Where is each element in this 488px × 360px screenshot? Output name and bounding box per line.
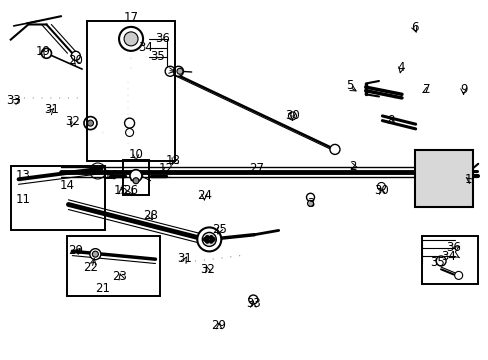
Text: 17: 17 xyxy=(123,11,138,24)
Text: 23: 23 xyxy=(112,270,127,283)
Circle shape xyxy=(205,239,209,243)
Text: 22: 22 xyxy=(83,261,98,274)
Circle shape xyxy=(211,237,215,242)
Circle shape xyxy=(248,295,257,304)
Text: 27: 27 xyxy=(249,162,264,175)
Circle shape xyxy=(119,27,143,51)
Text: 16: 16 xyxy=(104,169,119,182)
Text: 33: 33 xyxy=(6,94,21,107)
Text: 31: 31 xyxy=(177,252,192,265)
Text: 20: 20 xyxy=(68,54,83,67)
Text: 12: 12 xyxy=(159,162,173,175)
Text: 10: 10 xyxy=(128,148,143,161)
Text: 26: 26 xyxy=(123,184,138,197)
Text: 34: 34 xyxy=(441,250,455,263)
Bar xyxy=(414,150,472,207)
Circle shape xyxy=(209,235,213,239)
Text: 9: 9 xyxy=(459,83,467,96)
Circle shape xyxy=(202,233,216,246)
Circle shape xyxy=(124,32,138,46)
Bar xyxy=(421,236,477,284)
Circle shape xyxy=(173,66,183,76)
Circle shape xyxy=(130,170,142,182)
Circle shape xyxy=(205,235,209,239)
Circle shape xyxy=(329,144,339,154)
Text: 14: 14 xyxy=(60,179,75,192)
Text: 33: 33 xyxy=(245,297,260,310)
Text: 32: 32 xyxy=(65,115,80,128)
Text: 15: 15 xyxy=(114,184,128,197)
Circle shape xyxy=(197,228,221,251)
Bar xyxy=(87,21,175,161)
Bar xyxy=(11,166,105,230)
Circle shape xyxy=(71,51,80,60)
Circle shape xyxy=(133,178,139,184)
Text: 36: 36 xyxy=(155,32,169,45)
Circle shape xyxy=(306,193,314,201)
Circle shape xyxy=(92,251,98,257)
Circle shape xyxy=(87,120,93,126)
Text: 5: 5 xyxy=(345,79,353,92)
Text: 21: 21 xyxy=(95,282,110,295)
Text: 8: 8 xyxy=(386,114,394,127)
Bar xyxy=(67,236,160,296)
Text: 32: 32 xyxy=(200,263,215,276)
Circle shape xyxy=(203,237,207,242)
Circle shape xyxy=(41,48,51,58)
Text: 30: 30 xyxy=(285,109,299,122)
Text: 19: 19 xyxy=(36,45,50,58)
Circle shape xyxy=(124,118,134,128)
Text: 36: 36 xyxy=(446,241,460,254)
Text: 3: 3 xyxy=(306,197,314,210)
Text: 7: 7 xyxy=(422,83,429,96)
Text: 1: 1 xyxy=(464,173,471,186)
Circle shape xyxy=(454,271,462,279)
Circle shape xyxy=(453,168,469,184)
Text: 13: 13 xyxy=(16,169,31,182)
Circle shape xyxy=(307,201,313,206)
Text: 18: 18 xyxy=(166,154,181,167)
Text: 29: 29 xyxy=(211,319,226,332)
Text: 24: 24 xyxy=(197,189,211,202)
Text: 31: 31 xyxy=(44,103,59,116)
Text: 11: 11 xyxy=(16,193,31,206)
Text: 6: 6 xyxy=(410,21,418,33)
Text: 29: 29 xyxy=(68,244,83,257)
Text: 4: 4 xyxy=(396,61,404,74)
Circle shape xyxy=(288,112,296,120)
Circle shape xyxy=(177,68,183,74)
Text: 2: 2 xyxy=(348,160,356,173)
Circle shape xyxy=(209,239,213,243)
Text: 35: 35 xyxy=(429,256,444,269)
Circle shape xyxy=(435,256,445,266)
Circle shape xyxy=(165,66,175,76)
Text: 28: 28 xyxy=(143,209,158,222)
Circle shape xyxy=(377,183,385,190)
Text: 34: 34 xyxy=(138,41,153,54)
Bar xyxy=(123,160,149,195)
Text: 25: 25 xyxy=(211,223,226,236)
Text: 30: 30 xyxy=(373,184,388,197)
Circle shape xyxy=(90,249,101,260)
Text: 35: 35 xyxy=(150,50,164,63)
